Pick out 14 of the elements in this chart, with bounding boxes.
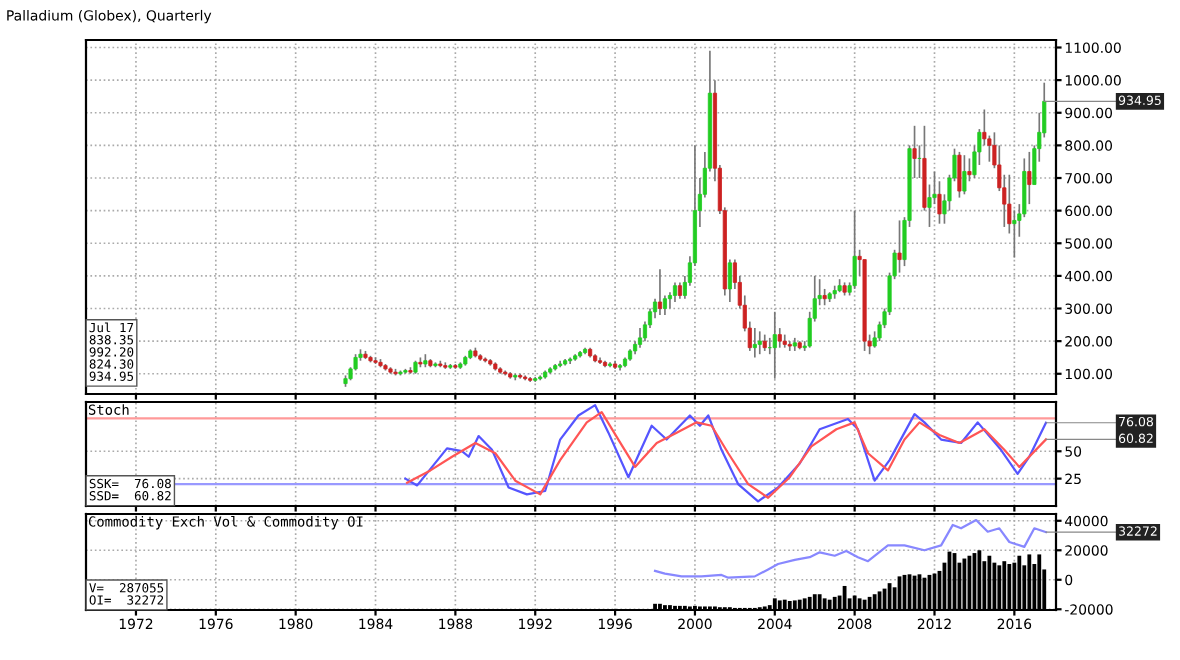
candlestick bbox=[752, 327, 757, 359]
candlestick bbox=[637, 327, 643, 349]
candlestick bbox=[912, 124, 917, 179]
candlestick bbox=[1012, 209, 1017, 259]
candlestick bbox=[852, 209, 857, 290]
candlestick bbox=[957, 151, 962, 199]
candlestick bbox=[657, 268, 663, 316]
candlestick bbox=[897, 219, 902, 274]
candlestick bbox=[967, 157, 972, 183]
candlestick bbox=[772, 310, 777, 380]
candlestick bbox=[757, 330, 762, 356]
candlestick bbox=[672, 281, 678, 303]
line-series bbox=[653, 518, 1048, 579]
candlestick bbox=[962, 154, 967, 196]
